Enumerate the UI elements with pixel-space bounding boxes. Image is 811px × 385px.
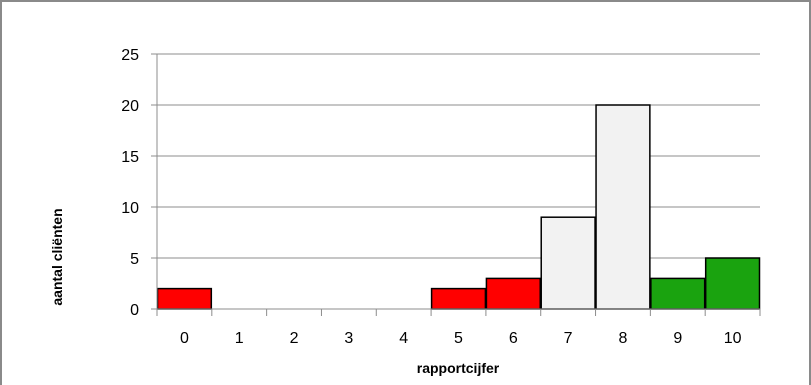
- bar-6: [485, 277, 541, 310]
- bar-5: [430, 287, 487, 310]
- x-tick-label: 8: [619, 330, 628, 347]
- y-tick-label: 20: [121, 98, 139, 115]
- x-tick-label: 5: [454, 330, 463, 347]
- x-tick-label: 7: [564, 330, 573, 347]
- x-axis-title: rapportcijfer: [417, 360, 500, 376]
- x-tick-labels: 0 1 2 3 4 5 6 7 8 9 10: [180, 330, 742, 347]
- y-tick-label: 15: [121, 149, 139, 166]
- y-tick-label: 0: [130, 302, 139, 319]
- x-tick-label: 2: [290, 330, 299, 347]
- gridlines: [151, 53, 760, 310]
- x-tick-label: 9: [673, 330, 682, 347]
- bars: [156, 104, 761, 310]
- y-tick-labels: 0 5 10 15 20 25: [121, 47, 139, 319]
- bar-9: [650, 277, 706, 310]
- bar-7: [540, 216, 596, 310]
- y-tick-label: 5: [130, 251, 139, 268]
- x-tick-label: 1: [235, 330, 244, 347]
- y-tick-label: 25: [121, 47, 139, 64]
- x-tick-label: 4: [399, 330, 408, 347]
- bar-10: [704, 257, 761, 310]
- x-tick-label: 3: [344, 330, 353, 347]
- bar-0: [156, 287, 213, 310]
- y-axis-title: aantal cliënten: [49, 208, 65, 305]
- x-tick-label: 6: [509, 330, 518, 347]
- axes: [156, 54, 761, 316]
- x-tick-label: 0: [180, 330, 189, 347]
- bar-8: [595, 104, 651, 310]
- y-tick-label: 10: [121, 200, 139, 217]
- x-tick-label: 10: [724, 330, 742, 347]
